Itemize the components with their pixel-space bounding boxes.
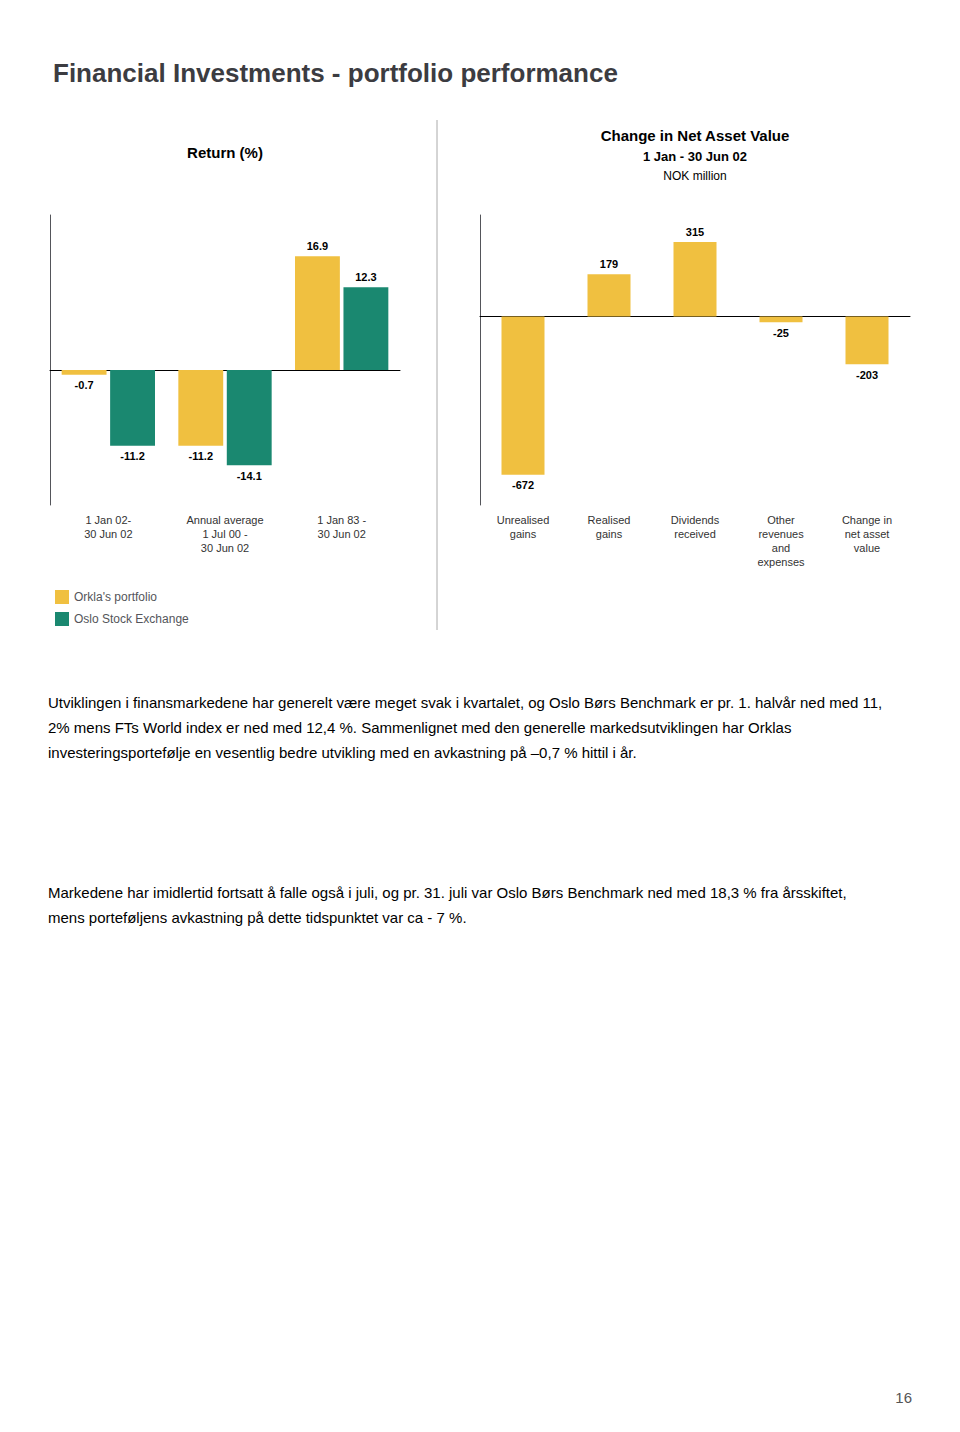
svg-text:-11.2: -11.2 bbox=[189, 450, 213, 462]
svg-text:investeringsportefølje en vese: investeringsportefølje en vesentlig bedr… bbox=[48, 744, 637, 761]
svg-text:Orkla's portfolio: Orkla's portfolio bbox=[74, 590, 157, 604]
svg-text:Return (%): Return (%) bbox=[187, 144, 263, 161]
svg-text:Other: Other bbox=[767, 514, 795, 526]
svg-text:Dividends: Dividends bbox=[671, 514, 720, 526]
svg-text:gains: gains bbox=[596, 528, 623, 540]
svg-text:and: and bbox=[772, 542, 790, 554]
svg-text:16: 16 bbox=[895, 1389, 912, 1406]
svg-text:30 Jun 02: 30 Jun 02 bbox=[318, 528, 366, 540]
svg-text:Unrealised: Unrealised bbox=[497, 514, 550, 526]
svg-text:179: 179 bbox=[600, 258, 618, 270]
svg-text:-0.7: -0.7 bbox=[75, 379, 94, 391]
svg-text:1 Jan - 30 Jun 02: 1 Jan - 30 Jun 02 bbox=[643, 149, 747, 164]
svg-text:revenues: revenues bbox=[758, 528, 804, 540]
svg-text:expenses: expenses bbox=[757, 556, 805, 568]
svg-text:1 Jul 00 -: 1 Jul 00 - bbox=[202, 528, 248, 540]
svg-text:-25: -25 bbox=[773, 327, 789, 339]
svg-text:Markedene har imidlertid forts: Markedene har imidlertid fortsatt å fall… bbox=[48, 884, 851, 901]
svg-text:Change in: Change in bbox=[842, 514, 892, 526]
svg-text:1 Jan 83 -: 1 Jan 83 - bbox=[317, 514, 366, 526]
svg-text:NOK million: NOK million bbox=[663, 169, 726, 183]
svg-text:mens porteføljens avkastning p: mens porteføljens avkastning på dette ti… bbox=[48, 909, 467, 926]
svg-text:-11.2: -11.2 bbox=[120, 450, 144, 462]
svg-text:-672: -672 bbox=[512, 479, 534, 491]
svg-text:-203: -203 bbox=[856, 369, 878, 381]
svg-text:Financial Investments - portfo: Financial Investments - portfolio perfor… bbox=[53, 58, 618, 88]
svg-text:Oslo Stock Exchange: Oslo Stock Exchange bbox=[74, 612, 189, 626]
svg-text:1 Jan 02-: 1 Jan 02- bbox=[85, 514, 131, 526]
svg-text:315: 315 bbox=[686, 226, 704, 238]
svg-text:Realised: Realised bbox=[588, 514, 631, 526]
svg-text:Annual average: Annual average bbox=[186, 514, 263, 526]
svg-text:-14.1: -14.1 bbox=[237, 470, 262, 482]
svg-text:gains: gains bbox=[510, 528, 537, 540]
svg-text:2% mens FTs World index er ned: 2% mens FTs World index er ned med 12,4 … bbox=[48, 719, 796, 736]
svg-text:30 Jun 02: 30 Jun 02 bbox=[84, 528, 132, 540]
svg-text:received: received bbox=[674, 528, 716, 540]
svg-text:net asset: net asset bbox=[845, 528, 890, 540]
svg-text:16.9: 16.9 bbox=[307, 240, 328, 252]
svg-text:30 Jun 02: 30 Jun 02 bbox=[201, 542, 249, 554]
svg-text:Change in Net Asset Value: Change in Net Asset Value bbox=[601, 127, 790, 144]
svg-text:12.3: 12.3 bbox=[355, 271, 376, 283]
svg-text:value: value bbox=[854, 542, 880, 554]
svg-text:Utviklingen i finansmarkedene: Utviklingen i finansmarkedene har genere… bbox=[48, 694, 882, 711]
